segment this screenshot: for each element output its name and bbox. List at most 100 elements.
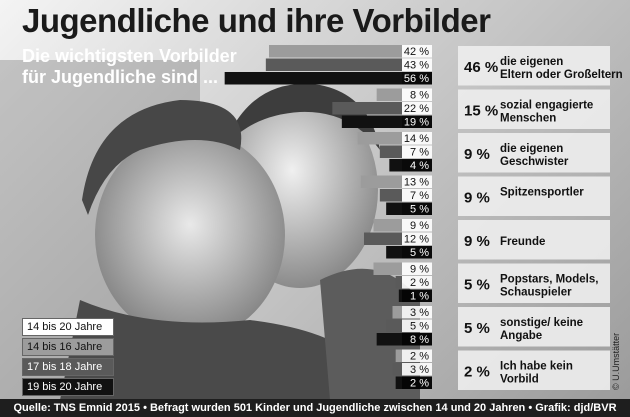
category-label: Ich habe kein (500, 360, 573, 372)
bar (386, 202, 402, 215)
bar-value-box (402, 132, 432, 145)
bar (373, 219, 402, 232)
scarf (60, 300, 360, 400)
flat-cap (82, 100, 242, 215)
bar-value-label: 5 % (410, 247, 429, 259)
bar-value-box (402, 102, 432, 115)
bar-value-label: 1 % (410, 291, 429, 303)
bar-value-box (402, 276, 432, 289)
bar-value-label: 5 % (410, 204, 429, 216)
bar-value-label: 8 % (410, 90, 429, 102)
category-label: Schauspieler (500, 286, 572, 298)
category-label: Freunde (500, 236, 545, 248)
category-label: die eigenen (500, 143, 563, 155)
bar-value-box (402, 189, 432, 202)
total-value-label: 5 % (464, 320, 490, 337)
category-label: Popstars, Models, (500, 273, 598, 285)
bar-value-box (402, 145, 432, 158)
bar-value-label: 5 % (410, 321, 429, 333)
bar-value-box (402, 159, 432, 172)
bar-value-box (402, 376, 432, 389)
total-value-label: 5 % (464, 276, 490, 293)
bar-value-box (402, 58, 432, 71)
bar-value-label: 4 % (410, 160, 429, 172)
photo-credit: © U.Umstätter (611, 332, 621, 390)
bar (373, 262, 402, 275)
bar-value-box (402, 88, 432, 101)
source-footer: Quelle: TNS Emnid 2015 • Befragt wurden … (0, 399, 630, 417)
category-panel (458, 307, 610, 347)
bar-value-box (402, 306, 432, 319)
legend-item: 19 bis 20 Jahre (22, 378, 114, 396)
category-panel (458, 133, 610, 173)
legend: 14 bis 20 Jahre 14 bis 16 Jahre 17 bis 18 … (22, 318, 114, 398)
category-panel (458, 350, 610, 390)
bar (364, 232, 402, 245)
bar (269, 45, 402, 58)
bar-value-label: 2 % (410, 378, 429, 390)
bar-value-box (402, 232, 432, 245)
category-panel (458, 263, 610, 303)
chart-subtitle: Die wichtigsten Vorbilder für Jugendlich… (22, 46, 237, 87)
bar (392, 363, 402, 376)
bar (376, 333, 402, 346)
bar (376, 88, 402, 101)
bar-value-label: 9 % (410, 264, 429, 276)
bar (398, 289, 402, 302)
bar (332, 102, 402, 115)
category-label: Geschwister (500, 156, 569, 168)
bar-value-box (402, 262, 432, 275)
bar-value-box (402, 363, 432, 376)
bar-value-label: 12 % (404, 234, 429, 246)
category-label: die eigenen (500, 56, 563, 68)
chart-title: Jugendliche und ihre Vorbilder (22, 2, 491, 39)
bar-value-label: 8 % (410, 334, 429, 346)
bar (395, 349, 402, 362)
category-panel (458, 220, 610, 260)
bar-value-label: 14 % (404, 133, 429, 145)
category-label: Eltern oder Großeltern (500, 69, 623, 81)
category-panel (458, 176, 610, 216)
bar (265, 58, 402, 71)
bar-value-label: 19 % (404, 117, 429, 129)
old-man-face (95, 130, 285, 340)
bar (386, 246, 402, 259)
bar-value-label: 22 % (404, 103, 429, 115)
category-panel (458, 46, 610, 86)
bar-value-box (402, 219, 432, 232)
total-value-label: 9 % (464, 233, 490, 250)
bar (395, 376, 402, 389)
bar (379, 145, 402, 158)
bar-value-label: 9 % (410, 220, 429, 232)
total-value-label: 9 % (464, 189, 490, 206)
bar-value-box (402, 115, 432, 128)
bar (224, 72, 402, 85)
bar (360, 175, 402, 188)
bar-value-box (402, 333, 432, 346)
bar-value-label: 42 % (404, 46, 429, 58)
bar (357, 132, 402, 145)
bar (379, 189, 402, 202)
legend-item: 14 bis 16 Jahre (22, 338, 114, 356)
bar (392, 306, 402, 319)
bar-value-box (402, 72, 432, 85)
category-label: Menschen (500, 112, 556, 124)
category-label: Spitzensportler (500, 186, 584, 198)
bar-value-box (402, 202, 432, 215)
bar-value-label: 56 % (404, 73, 429, 85)
total-value-label: 9 % (464, 146, 490, 163)
bar-value-box (402, 45, 432, 58)
total-value-label: 2 % (464, 363, 490, 380)
bar-value-label: 2 % (410, 277, 429, 289)
bar (389, 159, 402, 172)
bar-value-label: 43 % (404, 60, 429, 72)
bar-value-box (402, 246, 432, 259)
bar-value-box (402, 289, 432, 302)
bar-value-label: 13 % (404, 177, 429, 189)
total-value-label: 46 % (464, 59, 498, 76)
category-label: Angabe (500, 330, 542, 342)
bar-value-box (402, 175, 432, 188)
